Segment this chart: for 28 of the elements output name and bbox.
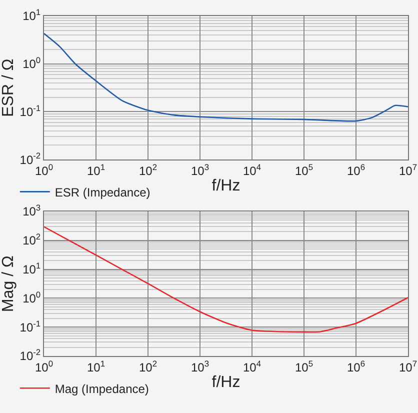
legend-label: ESR (Impedance) xyxy=(54,185,150,200)
y-tick-label: 10$^{3}$ xyxy=(22,202,41,219)
x-tick-label: 10$^{4}$ xyxy=(242,162,262,178)
x-tick-label: 10$^{5}$ xyxy=(294,162,314,178)
x-tick-label: 10$^{3}$ xyxy=(190,162,210,178)
x-tick-label: 10$^{4}$ xyxy=(242,358,262,374)
y-tick-label: 10$^{-1}$ xyxy=(20,102,41,119)
x-tick-label: 10$^{5}$ xyxy=(294,358,314,374)
y-tick-label: 10$^{-1}$ xyxy=(20,318,41,334)
x-tick-label: 10$^{6}$ xyxy=(346,358,366,374)
x-tick-label: 10$^{2}$ xyxy=(138,162,158,178)
y-tick-label: 10$^{0}$ xyxy=(22,289,41,306)
x-tick-label: 10$^{7}$ xyxy=(398,162,418,178)
y-axis-title: Mag / Ω xyxy=(0,256,17,312)
x-tick-label: 10$^{2}$ xyxy=(138,358,158,374)
x-tick-label: 10$^{7}$ xyxy=(398,358,418,374)
y-tick-label: 10$^{0}$ xyxy=(22,55,41,72)
x-axis-title: f/Hz xyxy=(212,374,240,392)
y-tick-label: 10$^{1}$ xyxy=(22,260,41,276)
y-tick-label: 10$^{2}$ xyxy=(22,232,41,248)
x-axis-title: f/Hz xyxy=(212,178,240,195)
x-tick-label: 10$^{1}$ xyxy=(86,162,106,178)
y-tick-label: 10$^{1}$ xyxy=(22,7,41,24)
y-axis-title: ESR / Ω xyxy=(0,58,17,117)
x-tick-label: 10$^{6}$ xyxy=(346,162,366,178)
legend-label: Mag (Impedance) xyxy=(54,382,149,396)
x-tick-label: 10$^{3}$ xyxy=(190,358,210,374)
x-tick-label: 10$^{1}$ xyxy=(86,358,106,374)
